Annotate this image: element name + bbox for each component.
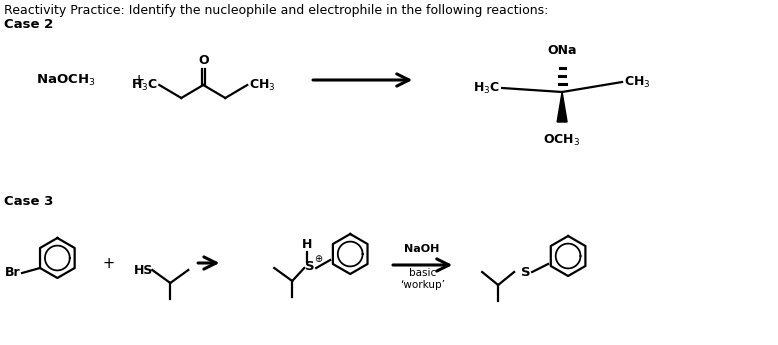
Text: ‘workup’: ‘workup’	[400, 280, 445, 290]
Text: H: H	[302, 238, 313, 252]
Text: basic: basic	[408, 268, 436, 278]
Text: H$_3$C: H$_3$C	[131, 77, 158, 92]
Text: S: S	[521, 266, 531, 278]
Text: H$_3$C: H$_3$C	[473, 80, 500, 96]
Text: OCH$_3$: OCH$_3$	[544, 133, 580, 148]
Text: Case 3: Case 3	[5, 195, 54, 208]
Text: CH$_3$: CH$_3$	[249, 77, 276, 92]
Text: CH$_3$: CH$_3$	[624, 75, 650, 90]
Text: NaOH: NaOH	[405, 244, 440, 254]
Text: Br: Br	[5, 266, 20, 279]
Text: +: +	[132, 72, 145, 88]
Polygon shape	[557, 92, 567, 122]
Text: ONa: ONa	[548, 43, 576, 57]
Text: Case 2: Case 2	[5, 18, 54, 31]
Text: HS: HS	[135, 264, 154, 276]
Text: +: +	[102, 256, 114, 270]
Text: S: S	[306, 260, 315, 274]
Text: NaOCH$_3$: NaOCH$_3$	[36, 72, 95, 88]
Text: ⊕: ⊕	[314, 254, 322, 264]
Text: O: O	[198, 54, 209, 67]
Text: Reactivity Practice: Identify the nucleophile and electrophile in the following : Reactivity Practice: Identify the nucleo…	[5, 4, 548, 17]
